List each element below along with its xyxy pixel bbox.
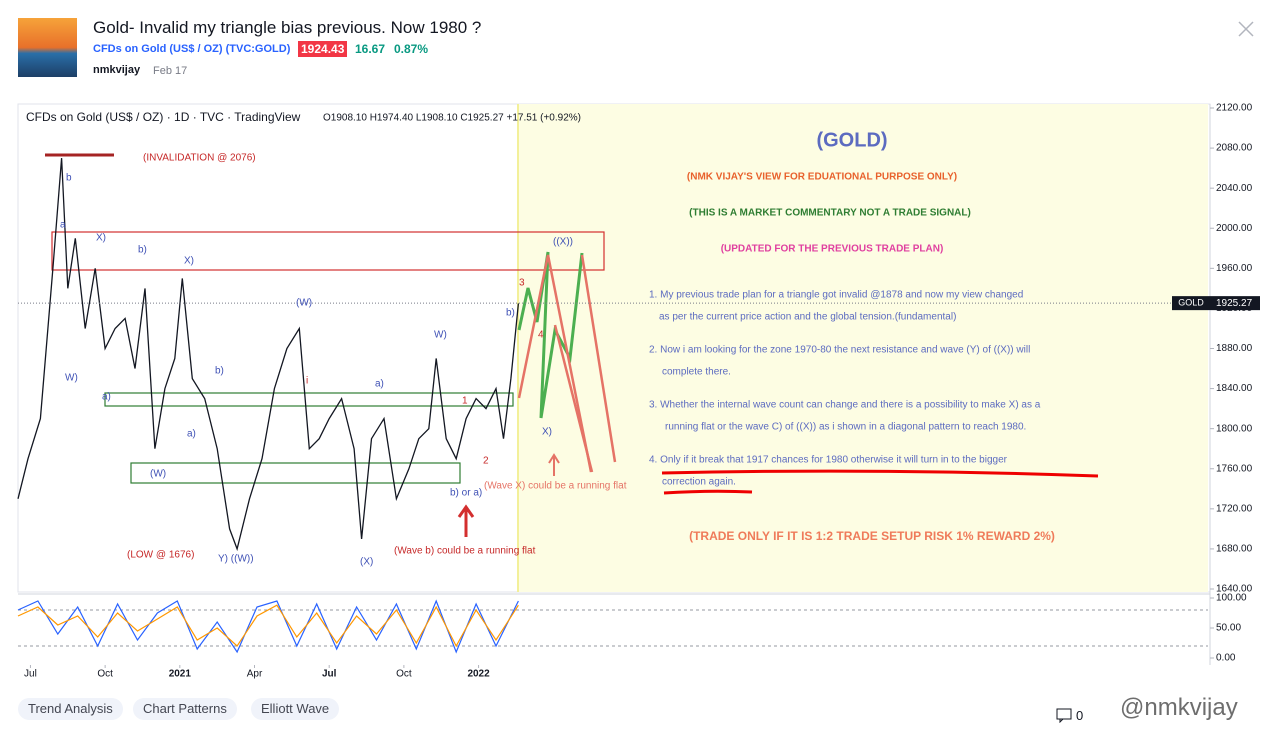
annotation: (W) bbox=[296, 298, 312, 309]
x-tick-label: Jul bbox=[24, 669, 37, 680]
annotation: b) or a) bbox=[450, 488, 482, 499]
x-tick-label: Oct bbox=[97, 669, 113, 680]
y-tick-label: 2080.00 bbox=[1216, 143, 1253, 154]
x-tick-label: 2021 bbox=[169, 669, 192, 680]
ohlc: O1908.10 H1974.40 L1908.10 C1925.27 +17.… bbox=[323, 113, 581, 124]
close-button[interactable] bbox=[1237, 20, 1255, 38]
chart: 1640.00 1680.00 1720.00 1760.00 1800.00 1840.… bbox=[17, 103, 1260, 680]
x-tick-label: Jul bbox=[322, 669, 337, 680]
y-tick-label: 1960.00 bbox=[1216, 263, 1253, 274]
annotation: b) bbox=[506, 308, 515, 319]
annotation: a) bbox=[102, 392, 111, 403]
x-tick-label: Oct bbox=[396, 669, 412, 680]
y-tick-label: 1880.00 bbox=[1216, 343, 1253, 354]
annotation: ((X)) bbox=[553, 237, 573, 248]
price-line bbox=[17, 158, 520, 552]
y-tick-label: 2000.00 bbox=[1216, 223, 1253, 234]
annotation: correction again. bbox=[662, 477, 736, 488]
idea-title: Gold- Invalid my triangle bias previous.… bbox=[93, 18, 482, 37]
y-tick-label: 50.00 bbox=[1216, 623, 1241, 634]
change: 16.67 bbox=[355, 42, 386, 56]
annotation: b) bbox=[138, 245, 147, 256]
annotation: 3 bbox=[519, 278, 525, 289]
price-badge bbox=[1210, 296, 1260, 311]
price-badge: 1924.43 bbox=[298, 41, 348, 57]
annotation: 4. Only if it break that 1917 chances fo… bbox=[649, 455, 1008, 466]
y-tick-label: 2040.00 bbox=[1216, 183, 1253, 194]
annotation: 1 bbox=[462, 396, 468, 407]
annotation: 4 bbox=[538, 330, 544, 341]
annotation: b) bbox=[215, 366, 224, 377]
y-tick-label: 1760.00 bbox=[1216, 463, 1253, 474]
y-tick-label: 1640.00 bbox=[1216, 584, 1253, 595]
date: Feb 17 bbox=[153, 65, 188, 77]
annotation: W) bbox=[65, 373, 78, 384]
annotation: (GOLD) bbox=[816, 129, 887, 151]
drawings bbox=[45, 153, 1099, 537]
annotation: (UPDATED FOR THE PREVIOUS TRADE PLAN) bbox=[721, 244, 944, 255]
comment-count: 0 bbox=[1076, 708, 1084, 723]
annotation: (LOW @ 1676) bbox=[127, 550, 194, 561]
tag[interactable]: Elliott Wave bbox=[251, 698, 340, 720]
annotation: 2 bbox=[483, 456, 489, 467]
annotation: b bbox=[66, 173, 72, 184]
y-tick-label: 1720.00 bbox=[1216, 503, 1253, 514]
x-tick-label: Apr bbox=[247, 669, 263, 680]
watermark: @nmkvijay bbox=[1120, 694, 1238, 721]
y-tick-label: 1800.00 bbox=[1216, 423, 1253, 434]
annotation: Y) ((W)) bbox=[218, 554, 254, 565]
annotation: 3. Whether the internal wave count can c… bbox=[649, 400, 1041, 411]
annotation: X) bbox=[542, 427, 552, 438]
avatar[interactable] bbox=[18, 18, 77, 77]
symbol-link[interactable]: CFDs on Gold (US$ / OZ) (TVC:GOLD) bbox=[93, 43, 291, 55]
y-tick-label: 0.00 bbox=[1216, 653, 1236, 664]
annotation: (THIS IS A MARKET COMMENTARY NOT A TRADE… bbox=[689, 208, 971, 219]
annotation: (INVALIDATION @ 2076) bbox=[143, 153, 256, 164]
highlight-zone bbox=[518, 104, 1208, 592]
symbol-label: GOLD bbox=[1178, 298, 1204, 308]
comment-icon[interactable] bbox=[1056, 707, 1072, 723]
y-tick-label: 100.00 bbox=[1216, 593, 1247, 604]
annotation: W) bbox=[434, 330, 447, 341]
annotation: (Wave b) could be a running flat bbox=[394, 546, 536, 557]
annotation: a) bbox=[187, 429, 196, 440]
annotation: complete there. bbox=[662, 367, 731, 378]
annotation: a bbox=[60, 220, 66, 231]
annotation: (NMK VIJAY'S VIEW FOR EDUATIONAL PURPOSE… bbox=[687, 172, 957, 183]
y-tick-label: 1840.00 bbox=[1216, 383, 1253, 394]
author[interactable]: nmkvijay bbox=[93, 64, 141, 76]
annotation: X) bbox=[184, 256, 194, 267]
price-line bbox=[17, 599, 519, 654]
chart-legend: CFDs on Gold (US$ / OZ) · 1D · TVC · Tra… bbox=[26, 110, 301, 124]
annotation: X) bbox=[96, 233, 106, 244]
annotation: a) bbox=[375, 379, 384, 390]
annotation: (Wave X) could be a running flat bbox=[484, 481, 627, 492]
annotation: as per the current price action and the … bbox=[659, 312, 956, 323]
y-tick-label: 2120.00 bbox=[1216, 103, 1253, 114]
annotation: 2. Now i am looking for the zone 1970-80… bbox=[649, 345, 1030, 356]
last-price-label: 1925.27 bbox=[1216, 298, 1253, 309]
annotation: 1. My previous trade plan for a triangle… bbox=[649, 290, 1023, 301]
tag[interactable]: Chart Patterns bbox=[133, 698, 237, 720]
annotation: (W) bbox=[150, 469, 166, 480]
annotation: (X) bbox=[360, 557, 373, 568]
annotation: (TRADE ONLY IF IT IS 1:2 TRADE SETUP RIS… bbox=[689, 529, 1055, 543]
change-pct: 0.87% bbox=[394, 42, 429, 56]
tag[interactable]: Trend Analysis bbox=[18, 698, 123, 720]
price-line bbox=[17, 604, 519, 648]
annotation: i bbox=[306, 376, 308, 387]
annotation: running flat or the wave C) of ((X)) as … bbox=[665, 422, 1026, 433]
y-tick-label: 1680.00 bbox=[1216, 544, 1253, 555]
symbol-badge bbox=[1172, 296, 1210, 311]
x-tick-label: 2022 bbox=[467, 669, 490, 680]
